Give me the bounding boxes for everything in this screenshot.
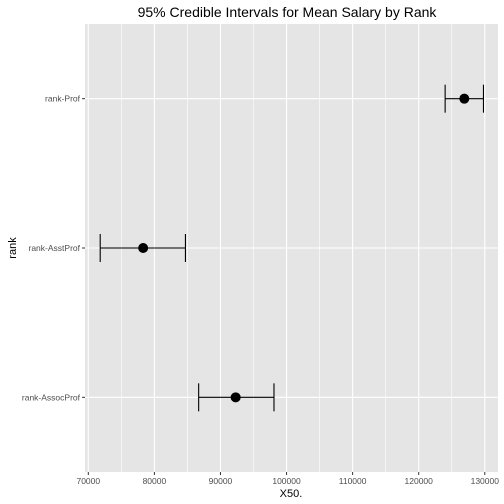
data-point [230,392,241,403]
y-axis-ticks: rank-AssocProf rank-AsstProf rank-Prof [22,94,85,402]
chart-title: 95% Credible Intervals for Mean Salary b… [138,4,438,20]
y-tick-label: rank-Prof [45,94,81,104]
x-tick-label: 130000 [471,476,500,486]
y-tick-label: rank-AssocProf [22,392,81,402]
x-tick-label: 70000 [76,476,100,486]
x-tick-label: 90000 [209,476,233,486]
data-point [459,93,470,104]
data-point [138,243,149,253]
x-axis-ticks: 70000 80000 90000 100000 110000 120000 130000 [76,472,499,486]
x-tick-label: 110000 [339,476,367,486]
x-axis-title: X50. [280,488,303,500]
data-marks [99,84,485,412]
y-axis-title: rank [7,237,19,259]
x-tick-label: 100000 [272,476,301,486]
y-tick-label: rank-AsstProf [29,243,81,253]
x-tick-label: 120000 [405,476,434,486]
x-tick-label: 80000 [143,476,167,486]
